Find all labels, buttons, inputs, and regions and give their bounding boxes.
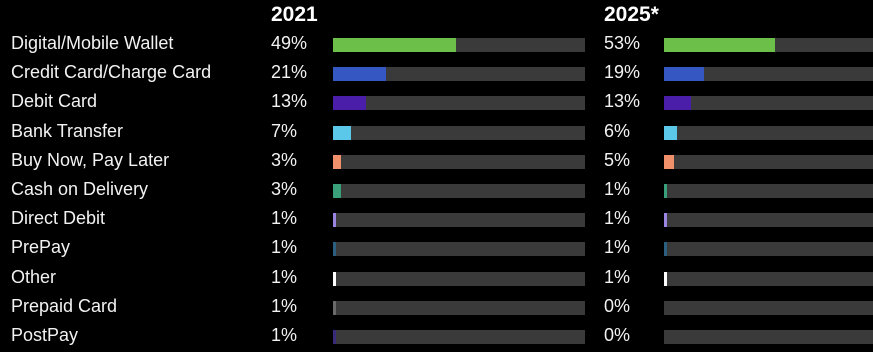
bar [664, 125, 677, 140]
bar-track [664, 38, 873, 52]
chart-row: Prepaid Card 1% 0% [0, 294, 873, 323]
chart-row: PostPay 1% 0% [0, 323, 873, 352]
bar [664, 242, 667, 257]
bar-track [333, 330, 585, 344]
bar-track [333, 271, 585, 286]
category-label: Credit Card/Charge Card [11, 62, 212, 83]
chart-row: Credit Card/Charge Card 21% 19% [0, 60, 873, 89]
bar-track [333, 125, 585, 140]
bar [333, 154, 341, 169]
bar-track [333, 154, 585, 169]
bar-track [664, 154, 873, 169]
category-label: Debit Card [11, 91, 98, 112]
bar [333, 96, 366, 111]
data-label: 1% [604, 266, 631, 287]
bar-track [664, 242, 873, 257]
data-label: 1% [271, 237, 298, 258]
data-label: 6% [604, 120, 631, 141]
bar [333, 213, 336, 228]
category-label: PostPay [11, 325, 79, 345]
category-label: Bank Transfer [11, 120, 124, 141]
bar-track [333, 67, 585, 82]
chart-row: Debit Card 13% 13% [0, 89, 873, 118]
chart-row: Direct Debit 1% 1% [0, 206, 873, 235]
bar [664, 96, 692, 111]
data-label: 13% [271, 91, 308, 112]
bar [664, 213, 667, 228]
bar-track [664, 213, 873, 228]
data-label: 49% [271, 33, 308, 53]
data-label: 3% [271, 149, 298, 170]
bar-track [664, 96, 873, 111]
bar [664, 67, 704, 82]
bar-track [664, 125, 873, 140]
bar [333, 67, 386, 82]
category-label: Other [11, 266, 57, 287]
bar [664, 154, 675, 169]
bar [333, 300, 336, 315]
data-label: 5% [604, 149, 631, 170]
data-label: 1% [271, 266, 298, 287]
chart-row: Buy Now, Pay Later 3% 5% [0, 148, 873, 177]
data-label: 21% [271, 62, 308, 83]
data-label: 1% [271, 208, 298, 229]
bar [664, 38, 775, 52]
data-label: 1% [271, 325, 298, 345]
column-header-2021: 2021 [271, 3, 318, 26]
bar-track [664, 300, 873, 315]
data-label: 0% [604, 325, 631, 345]
bar [333, 38, 457, 52]
data-label: 3% [271, 179, 298, 199]
category-label: PrePay [11, 237, 71, 258]
category-label: Buy Now, Pay Later [11, 149, 170, 170]
bar [664, 184, 667, 198]
data-label: 1% [271, 295, 298, 316]
bar-track [664, 330, 873, 344]
bar-track [664, 184, 873, 198]
bar [333, 271, 336, 286]
bar [333, 330, 336, 344]
data-label: 13% [604, 91, 641, 112]
chart-row: Digital/Mobile Wallet 49% 53% [0, 31, 873, 60]
bar [333, 242, 336, 257]
bar [333, 184, 341, 198]
bar-track [664, 271, 873, 286]
bar-track [664, 67, 873, 82]
data-label: 7% [271, 120, 298, 141]
data-label: 19% [604, 62, 641, 83]
category-label: Cash on Delivery [11, 179, 149, 199]
chart-row: PrePay 1% 1% [0, 235, 873, 264]
data-label: 53% [604, 33, 641, 53]
bar-track [333, 300, 585, 315]
data-label: 0% [604, 295, 631, 316]
bar-track [333, 242, 585, 257]
category-label: Prepaid Card [11, 295, 118, 316]
bar-track [333, 184, 585, 198]
chart-row: Bank Transfer 7% 6% [0, 119, 873, 148]
bar-track [333, 213, 585, 228]
bar [333, 125, 351, 140]
chart-row: Cash on Delivery 3% 1% [0, 177, 873, 206]
bar-track [333, 96, 585, 111]
category-label: Digital/Mobile Wallet [11, 33, 174, 53]
column-header-2025: 2025* [604, 3, 659, 26]
data-label: 1% [604, 237, 631, 258]
data-label: 1% [604, 208, 631, 229]
data-label: 1% [604, 179, 631, 199]
chart-row: Other 1% 1% [0, 265, 873, 294]
bar [664, 271, 667, 286]
category-label: Direct Debit [11, 208, 106, 229]
bar-track [333, 38, 585, 52]
